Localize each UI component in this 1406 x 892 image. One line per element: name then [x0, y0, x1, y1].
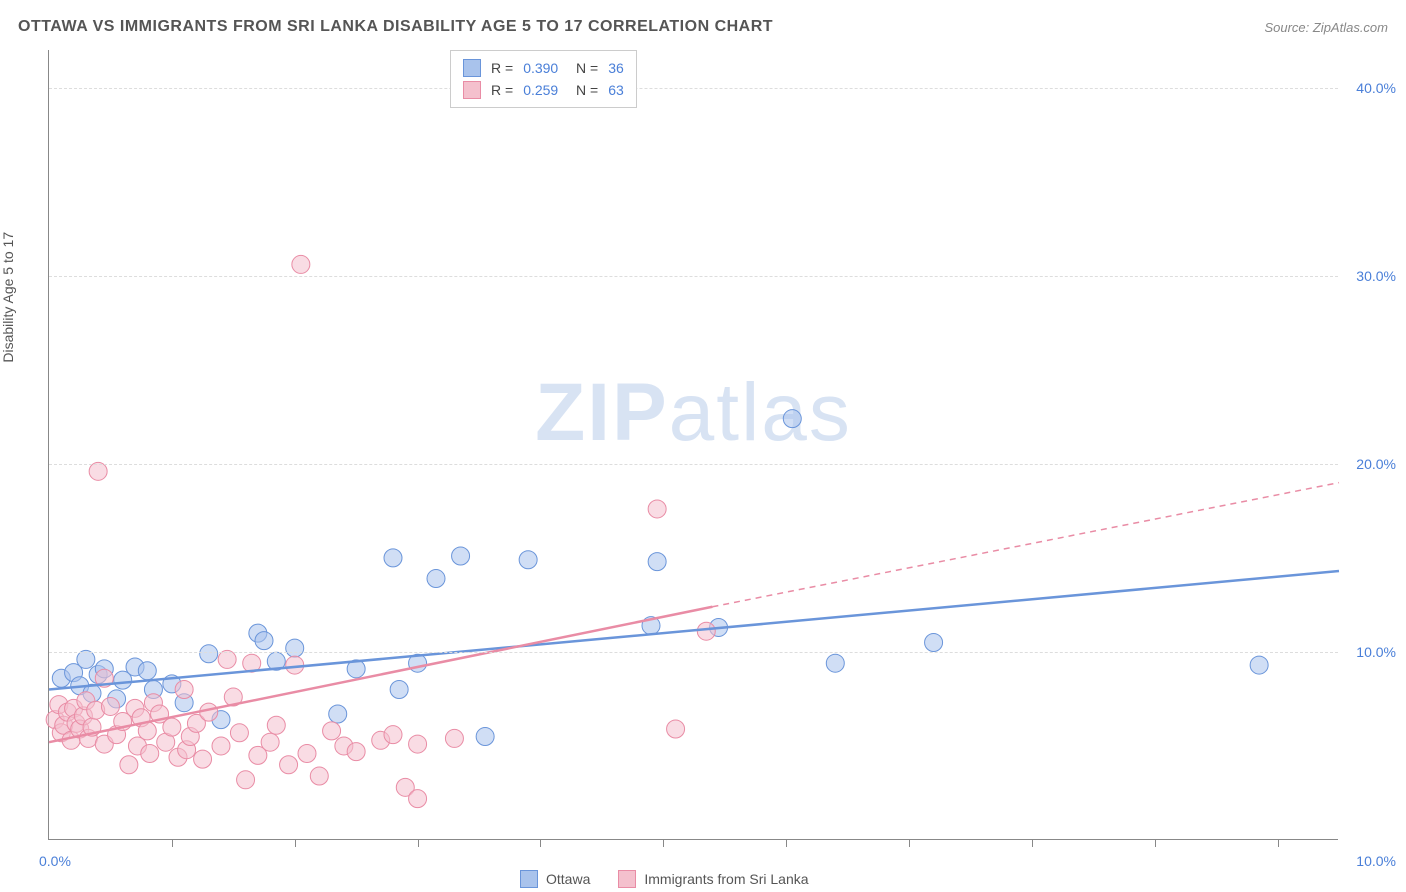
header: OTTAWA VS IMMIGRANTS FROM SRI LANKA DISA…	[18, 18, 1388, 36]
data-point	[200, 645, 218, 663]
gridline-h	[49, 652, 1338, 653]
data-point	[925, 634, 943, 652]
trend-line	[49, 571, 1339, 690]
data-point	[101, 697, 119, 715]
xtick	[786, 839, 787, 847]
source-prefix: Source:	[1264, 20, 1312, 35]
ytick-label: 30.0%	[1356, 268, 1396, 284]
stats-n-label: N =	[568, 60, 598, 76]
xtick	[172, 839, 173, 847]
legend-swatch	[463, 59, 481, 77]
stats-n-value: 63	[608, 82, 624, 98]
ytick-label: 20.0%	[1356, 456, 1396, 472]
gridline-h	[49, 88, 1338, 89]
trend-line	[712, 483, 1339, 607]
data-point	[445, 729, 463, 747]
yaxis-title: Disability Age 5 to 17	[0, 232, 16, 363]
xaxis-min-label: 0.0%	[39, 853, 71, 869]
xtick	[540, 839, 541, 847]
xtick	[663, 839, 664, 847]
data-point	[255, 632, 273, 650]
ytick-label: 10.0%	[1356, 644, 1396, 660]
stats-r-value: 0.259	[523, 82, 558, 98]
data-point	[347, 743, 365, 761]
data-point	[261, 733, 279, 751]
data-point	[237, 771, 255, 789]
xtick	[418, 839, 419, 847]
data-point	[292, 255, 310, 273]
data-point	[390, 681, 408, 699]
stats-n-value: 36	[608, 60, 624, 76]
data-point	[194, 750, 212, 768]
data-point	[519, 551, 537, 569]
ytick-label: 40.0%	[1356, 80, 1396, 96]
stats-r-label: R =	[491, 60, 513, 76]
xtick	[1155, 839, 1156, 847]
data-point	[218, 650, 236, 668]
data-point	[141, 744, 159, 762]
chart-title: OTTAWA VS IMMIGRANTS FROM SRI LANKA DISA…	[18, 18, 773, 36]
stats-n-label: N =	[568, 82, 598, 98]
data-point	[409, 735, 427, 753]
data-point	[138, 662, 156, 680]
data-point	[409, 790, 427, 808]
data-point	[267, 716, 285, 734]
data-point	[286, 656, 304, 674]
data-point	[783, 410, 801, 428]
stats-r-value: 0.390	[523, 60, 558, 76]
gridline-h	[49, 464, 1338, 465]
stats-row: R = 0.259 N = 63	[463, 79, 624, 101]
data-point	[384, 726, 402, 744]
legend-bottom: Ottawa Immigrants from Sri Lanka	[520, 870, 809, 888]
chart-plot-area: ZIPatlas 0.0% 10.0% 10.0%20.0%30.0%40.0%	[48, 50, 1338, 840]
xaxis-max-label: 10.0%	[1356, 853, 1396, 869]
xtick	[1032, 839, 1033, 847]
data-point	[452, 547, 470, 565]
stats-row: R = 0.390 N = 36	[463, 57, 624, 79]
legend-label: Ottawa	[546, 871, 590, 887]
data-point	[697, 622, 715, 640]
data-point	[648, 500, 666, 518]
legend-swatch	[618, 870, 636, 888]
data-point	[667, 720, 685, 738]
legend-label: Immigrants from Sri Lanka	[644, 871, 808, 887]
stats-r-label: R =	[491, 82, 513, 98]
data-point	[826, 654, 844, 672]
stats-box: R = 0.390 N = 36R = 0.259 N = 63	[450, 50, 637, 108]
data-point	[1250, 656, 1268, 674]
legend-item: Ottawa	[520, 870, 590, 888]
legend-item: Immigrants from Sri Lanka	[618, 870, 808, 888]
data-point	[476, 728, 494, 746]
data-point	[329, 705, 347, 723]
data-point	[163, 718, 181, 736]
source-name: ZipAtlas.com	[1313, 20, 1388, 35]
data-point	[298, 744, 316, 762]
xtick	[295, 839, 296, 847]
data-point	[280, 756, 298, 774]
xtick	[909, 839, 910, 847]
data-point	[175, 681, 193, 699]
data-point	[310, 767, 328, 785]
gridline-h	[49, 276, 1338, 277]
data-point	[323, 722, 341, 740]
data-point	[212, 737, 230, 755]
source-attribution: Source: ZipAtlas.com	[1264, 20, 1388, 35]
data-point	[89, 462, 107, 480]
data-point	[648, 553, 666, 571]
data-point	[286, 639, 304, 657]
scatter-svg	[49, 50, 1338, 839]
data-point	[230, 724, 248, 742]
data-point	[120, 756, 138, 774]
data-point	[384, 549, 402, 567]
xtick	[1278, 839, 1279, 847]
data-point	[77, 650, 95, 668]
data-point	[427, 570, 445, 588]
legend-swatch	[463, 81, 481, 99]
legend-swatch	[520, 870, 538, 888]
